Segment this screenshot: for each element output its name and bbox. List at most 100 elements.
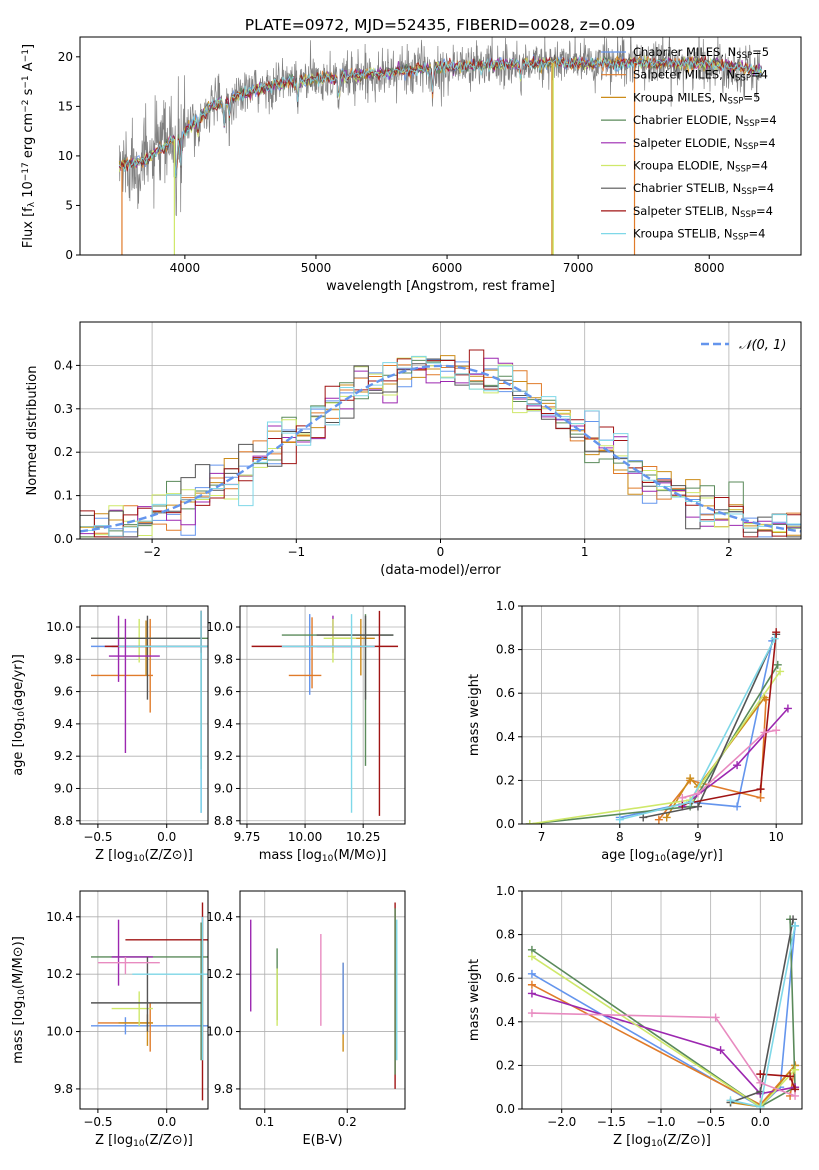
label-part: 10 xyxy=(133,854,145,864)
weight-marker xyxy=(756,785,765,794)
y-tick-label: 1.0 xyxy=(496,599,515,613)
axes-frame xyxy=(79,890,209,1110)
label-part: (age/yr)] xyxy=(666,848,723,863)
label-part: s xyxy=(21,88,36,99)
legend-text: =4 xyxy=(751,159,768,173)
axes-frame xyxy=(521,605,803,825)
weight-marker xyxy=(527,980,536,989)
y-tick-label: 9.2 xyxy=(54,749,73,763)
label-part: Flux [f xyxy=(21,207,36,248)
weight-marker xyxy=(772,726,781,735)
histogram-6 xyxy=(80,358,801,539)
plot-area xyxy=(91,902,208,1101)
y-tick-label: 20 xyxy=(58,50,73,64)
y-tick-label: 9.6 xyxy=(214,685,233,699)
y-tick-label: 10.4 xyxy=(206,910,233,924)
legend-label: Chabrier ELODIE, NSSP=4 xyxy=(633,113,777,129)
x-tick-label: 10.00 xyxy=(288,830,322,844)
label-part: (data-model)/error xyxy=(380,563,501,578)
weight-marker xyxy=(711,1013,720,1022)
y-axis-label: Normed distribution xyxy=(25,366,40,496)
weight-marker xyxy=(726,1096,735,1105)
legend-text: =4 xyxy=(748,227,765,241)
label-part: −17 xyxy=(21,162,31,181)
weight-marker xyxy=(760,728,769,737)
x-tick-label: 8 xyxy=(616,830,624,844)
legend-text: =4 xyxy=(757,181,774,195)
label-part: log xyxy=(635,848,655,863)
weight-marker xyxy=(527,989,536,998)
weight-marker xyxy=(783,704,792,713)
legend-sub: SSP xyxy=(735,165,751,175)
label-part: mass [ xyxy=(11,1020,26,1063)
legend-label: Kroupa ELODIE, NSSP=4 xyxy=(633,159,768,175)
y-tick-label: 0.6 xyxy=(496,971,515,985)
x-axis-label: wavelength [Angstrom, rest frame] xyxy=(326,279,555,294)
y-tick-label: 15 xyxy=(58,99,73,113)
label-part: wavelength [Angstrom, rest frame] xyxy=(326,279,555,294)
weight-marker xyxy=(733,761,742,770)
y-tick-label: 0.8 xyxy=(496,643,515,657)
legend-sub: SSP xyxy=(736,51,752,61)
x-axis-label: Z [log10(Z/Z⊙)] xyxy=(95,1133,193,1149)
label-part: log xyxy=(631,1133,651,1148)
y-tick-label: 5 xyxy=(65,198,73,212)
y-tick-label: 0.4 xyxy=(496,1015,515,1029)
x-tick-label: 6000 xyxy=(432,261,463,275)
weight-line-7 xyxy=(682,632,777,806)
legend-text: Chabrier MILES, N xyxy=(633,45,736,59)
label-part: Z [ xyxy=(95,848,113,863)
weight-marker xyxy=(686,798,695,807)
y-tick-label: 0.0 xyxy=(54,532,73,546)
weight-marker xyxy=(756,1078,765,1087)
legend-label: Chabrier MILES, NSSP=5 xyxy=(633,45,769,61)
x-tick-label: 0.2 xyxy=(338,1115,357,1129)
label-part: (Z/Z⊙)] xyxy=(663,1133,711,1148)
weight-line-5 xyxy=(531,955,796,1108)
y-tick-label: 10.0 xyxy=(206,1025,233,1039)
label-part: (age/yr)] xyxy=(11,654,26,711)
y-tick-label: 8.8 xyxy=(54,814,73,828)
weight-marker xyxy=(733,802,742,811)
weight-marker xyxy=(693,789,702,798)
legend-text: Salpeter STELIB, N xyxy=(633,204,740,218)
legend-label: Kroupa STELIB, NSSP=4 xyxy=(633,227,765,243)
legend-text: =4 xyxy=(760,113,777,127)
x-tick-label: −2 xyxy=(143,545,161,559)
axes-frame xyxy=(79,605,209,825)
weight-marker xyxy=(756,1102,765,1109)
weight-marker xyxy=(654,815,663,824)
label-part: age [ xyxy=(601,848,634,863)
y-axis-label: Flux [fλ 10−17 erg cm−2 s−1 A−1] xyxy=(21,44,37,248)
label-part: log xyxy=(113,1133,133,1148)
weight-marker xyxy=(527,952,536,961)
x-axis-label: Z [log10(Z/Z⊙)] xyxy=(613,1133,711,1149)
y-axis-label: mass [log10(M/M⊙)] xyxy=(11,936,27,1064)
y-tick-label: 0.2 xyxy=(496,773,515,787)
label-part: ] xyxy=(21,44,36,49)
weight-marker xyxy=(678,793,687,802)
legend-sub: SSP xyxy=(735,74,751,84)
legend-text: Chabrier ELODIE, N xyxy=(633,113,744,127)
y-tick-label: 10.2 xyxy=(206,967,233,981)
weight-line-9 xyxy=(531,1012,796,1097)
axes-frame xyxy=(79,321,802,540)
x-tick-label: 0.0 xyxy=(157,1115,176,1129)
y-tick-label: 10.2 xyxy=(46,967,73,981)
x-tick-label: 7000 xyxy=(563,261,594,275)
x-tick-label: 4000 xyxy=(170,261,201,275)
weight-marker xyxy=(791,921,800,930)
y-tick-label: 0.0 xyxy=(496,1102,515,1116)
x-axis-label: mass [log10(M/M⊙)] xyxy=(259,848,387,864)
y-axis-label: mass weight xyxy=(467,674,482,756)
weight-marker xyxy=(791,1091,800,1100)
weight-line-4 xyxy=(531,992,796,1095)
weight-line-1 xyxy=(531,983,797,1106)
weight-line-1 xyxy=(658,699,767,821)
weight-line-3 xyxy=(531,919,796,1108)
plot-area xyxy=(525,628,792,824)
legend-text: =4 xyxy=(759,136,776,150)
weight-line-9 xyxy=(682,729,777,799)
